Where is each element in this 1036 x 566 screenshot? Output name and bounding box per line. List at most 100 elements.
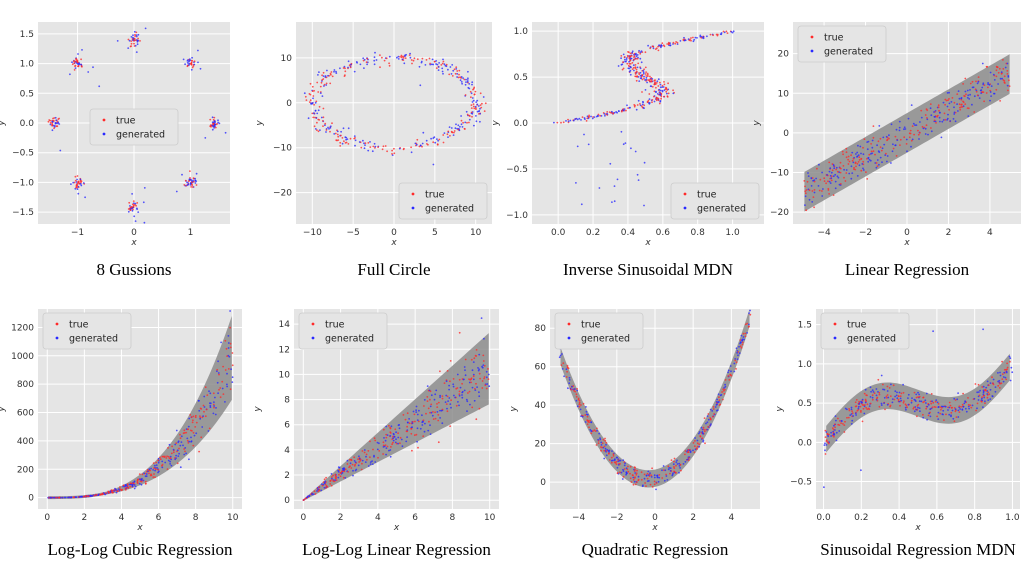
point-true (701, 437, 704, 440)
point-true (191, 60, 194, 62)
point-true (684, 450, 687, 452)
point-true (985, 92, 988, 94)
point-true (148, 472, 150, 475)
point-true (950, 411, 953, 414)
point-true (213, 116, 216, 119)
point-true (433, 60, 436, 63)
point-generated (135, 34, 138, 36)
y-tick-label: 20 (778, 50, 790, 60)
point-generated (637, 76, 640, 78)
point-generated (659, 86, 662, 89)
point-true (556, 121, 559, 124)
point-generated (444, 401, 447, 403)
y-tick-label: 0.5 (20, 89, 34, 99)
point-true (316, 81, 319, 84)
point-generated (875, 388, 878, 390)
point-generated (871, 389, 874, 392)
point-true (469, 90, 472, 93)
point-generated (439, 409, 441, 412)
point-generated (613, 111, 616, 114)
point-true (340, 134, 342, 137)
point-generated (363, 449, 366, 451)
point-generated (190, 436, 192, 439)
point-generated (883, 402, 885, 404)
point-generated (866, 148, 869, 151)
point-true (948, 98, 950, 100)
point-true (811, 177, 814, 179)
point-generated (158, 470, 160, 473)
point-generated (341, 142, 344, 145)
point-generated (876, 159, 879, 161)
point-true (621, 68, 624, 71)
point-true (715, 33, 718, 36)
point-generated (324, 480, 327, 483)
point-true (983, 389, 986, 392)
point-true (635, 472, 638, 475)
point-true (629, 62, 632, 65)
point-true (154, 468, 157, 471)
point-true (189, 414, 192, 416)
point-generated (871, 396, 874, 399)
point-generated (869, 396, 872, 398)
point-generated (864, 401, 867, 404)
point-generated (390, 425, 393, 428)
point-generated (419, 84, 422, 87)
point-true (987, 391, 990, 394)
point-true (649, 483, 652, 486)
point-generated (178, 452, 181, 455)
point-generated (109, 490, 112, 492)
point-generated (856, 175, 859, 177)
point-generated (565, 368, 568, 371)
point-true (948, 108, 950, 111)
point-generated (311, 493, 313, 496)
point-true (186, 65, 189, 68)
point-true (872, 150, 875, 153)
point-generated (424, 64, 427, 66)
point-true (669, 472, 671, 475)
point-true (634, 67, 637, 70)
point-true (308, 93, 311, 95)
point-true (612, 112, 615, 115)
point-generated (891, 150, 894, 153)
point-true (322, 107, 325, 110)
point-true (1002, 68, 1005, 70)
point-true (317, 91, 320, 93)
point-generated (138, 482, 141, 485)
point-true (725, 30, 728, 33)
point-true (909, 132, 912, 135)
point-true (999, 382, 1001, 385)
point-generated (347, 127, 350, 130)
point-generated (716, 398, 718, 401)
point-generated (150, 467, 153, 470)
point-true (191, 66, 194, 69)
point-generated (423, 399, 426, 401)
point-generated (826, 174, 828, 176)
x-tick-label: −1 (71, 228, 84, 238)
point-true (925, 407, 928, 410)
panel-title: 8 Gussions (96, 260, 171, 279)
point-true (135, 204, 138, 207)
point-true (967, 403, 970, 406)
point-true (487, 378, 490, 380)
point-true (663, 469, 665, 472)
point-generated (886, 403, 889, 406)
point-generated (340, 130, 342, 133)
point-generated (231, 381, 234, 383)
point-generated (460, 115, 462, 117)
point-true (1006, 368, 1008, 371)
point-true (998, 67, 1001, 70)
point-true (741, 341, 744, 344)
point-generated (472, 361, 475, 363)
point-generated (134, 220, 137, 223)
point-generated (664, 469, 667, 472)
point-generated (830, 431, 832, 434)
point-generated (214, 123, 216, 125)
point-generated (144, 475, 147, 478)
point-true (886, 139, 888, 142)
point-generated (363, 142, 365, 145)
point-generated (472, 99, 475, 102)
point-generated (98, 85, 101, 88)
point-generated (930, 114, 933, 117)
